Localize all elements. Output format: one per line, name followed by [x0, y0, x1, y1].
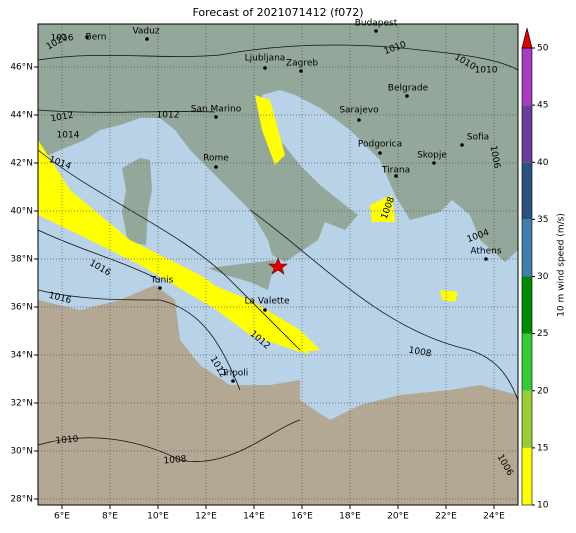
isobar-label: 1012: [50, 111, 74, 125]
map-frame: [37, 23, 519, 506]
colorbar-tick-label: 10: [537, 501, 549, 511]
lat-tick-label: 44°N: [10, 111, 33, 121]
colorbar-band: [522, 105, 532, 163]
city-dot: [214, 115, 218, 119]
lon-tick-label: 6°E: [54, 512, 70, 522]
isobar-label: 1012: [157, 111, 180, 121]
isobar-label: 1006: [488, 145, 502, 170]
colorbar-band: [522, 390, 532, 448]
city-dot: [214, 165, 218, 169]
lon-tick-label: 18°E: [339, 512, 361, 522]
city-dot: [460, 143, 464, 147]
isobar-label: 1008: [408, 346, 433, 360]
city-dot: [263, 66, 267, 70]
city-dot: [158, 286, 162, 290]
city-label: Athens: [470, 247, 501, 257]
colorbar-band: [522, 276, 532, 334]
wind-area: [440, 290, 458, 302]
city-dot: [405, 94, 409, 98]
city-label: Bern: [86, 33, 107, 43]
city-dot: [374, 29, 378, 33]
isobar: [249, 209, 519, 401]
map-title: Forecast of 2021071412 (f072): [192, 6, 363, 19]
colorbar-tick-label: 30: [537, 272, 549, 282]
sicily: [208, 260, 275, 290]
city-label: Tunis: [150, 276, 174, 286]
city-dot: [357, 118, 361, 122]
isobar-label: 1010: [475, 66, 498, 76]
colorbar-tick-label: 45: [537, 101, 548, 111]
lat-tick-label: 40°N: [10, 207, 33, 217]
city-label: Budapest: [355, 19, 398, 29]
lon-tick-label: 20°E: [387, 512, 409, 522]
lat-tick-label: 38°N: [10, 255, 33, 265]
colorbar-tick-label: 50: [537, 44, 549, 54]
lat-tick-label: 36°N: [10, 303, 33, 313]
city-label: Zagreb: [286, 59, 318, 69]
city-label: Skopje: [417, 151, 447, 161]
isobar: [37, 109, 216, 113]
lon-tick-label: 12°E: [195, 512, 217, 522]
city-dot: [85, 35, 89, 39]
lon-tick-label: 16°E: [291, 512, 313, 522]
wind-area: [255, 95, 285, 165]
city-dot: [394, 174, 398, 178]
isobar: [37, 229, 161, 281]
isobar: [37, 149, 301, 351]
lon-tick-label: 22°E: [435, 512, 457, 522]
city-dot: [299, 69, 303, 73]
city-label: San Marino: [191, 105, 242, 115]
lat-tick-label: 46°N: [10, 63, 33, 73]
lon-tick-label: 8°E: [102, 512, 118, 522]
colorbar-tick-label: 40: [537, 158, 549, 168]
city-dot: [145, 37, 149, 41]
lat-tick-label: 32°N: [10, 399, 33, 409]
wind-area: [200, 280, 320, 352]
wind-area: [370, 195, 395, 222]
city-label: Tripoli: [221, 369, 249, 379]
colorbar-band: [522, 48, 532, 106]
city-dot: [432, 161, 436, 165]
isobar: [37, 419, 301, 462]
isobar: [37, 289, 241, 391]
colorbar-band: [522, 447, 532, 505]
colorbar-band: [522, 162, 532, 220]
city-label: Vaduz: [132, 27, 159, 37]
city-dot: [378, 151, 382, 155]
city-label: La Valette: [245, 297, 290, 307]
colorbar-band: [522, 219, 532, 277]
lat-tick-label: 34°N: [10, 351, 33, 361]
city-label: Sarajevo: [339, 106, 379, 116]
city-dot: [263, 308, 267, 312]
colorbar-tick-label: 25: [537, 329, 548, 339]
colorbar-label: 10 m wind speed (m/s): [557, 213, 567, 317]
isobar-label: 1014: [57, 131, 80, 141]
event-marker: [268, 257, 288, 275]
city-label: Rome: [203, 154, 229, 164]
lon-tick-label: 24°E: [483, 512, 505, 522]
colorbar-tick-label: 20: [537, 386, 549, 396]
colorbar-tick-label: 15: [537, 443, 548, 453]
lon-tick-label: 10°E: [147, 512, 169, 522]
colorbar-band: [522, 333, 532, 391]
lon-tick-label: 14°E: [243, 512, 265, 522]
corsica-sardinia: [122, 158, 152, 245]
city-label: Belgrade: [388, 84, 429, 94]
isobar: [37, 44, 519, 71]
city-label: Podgorica: [358, 140, 402, 150]
isobar-label: 1016: [51, 34, 74, 44]
city-label: Sofia: [467, 133, 489, 143]
city-label: Ljubljana: [245, 54, 286, 64]
isobar-label: 1008: [163, 454, 187, 466]
colorbar-tick-label: 35: [537, 215, 548, 225]
lat-tick-label: 30°N: [10, 447, 33, 457]
isobar-label: 1010: [55, 434, 79, 446]
city-dot: [231, 379, 235, 383]
lat-tick-label: 42°N: [10, 159, 33, 169]
city-label: Tirana: [381, 166, 410, 176]
city-dot: [484, 257, 488, 261]
lat-tick-label: 28°N: [10, 495, 33, 505]
colorbar-extend: [521, 27, 533, 49]
